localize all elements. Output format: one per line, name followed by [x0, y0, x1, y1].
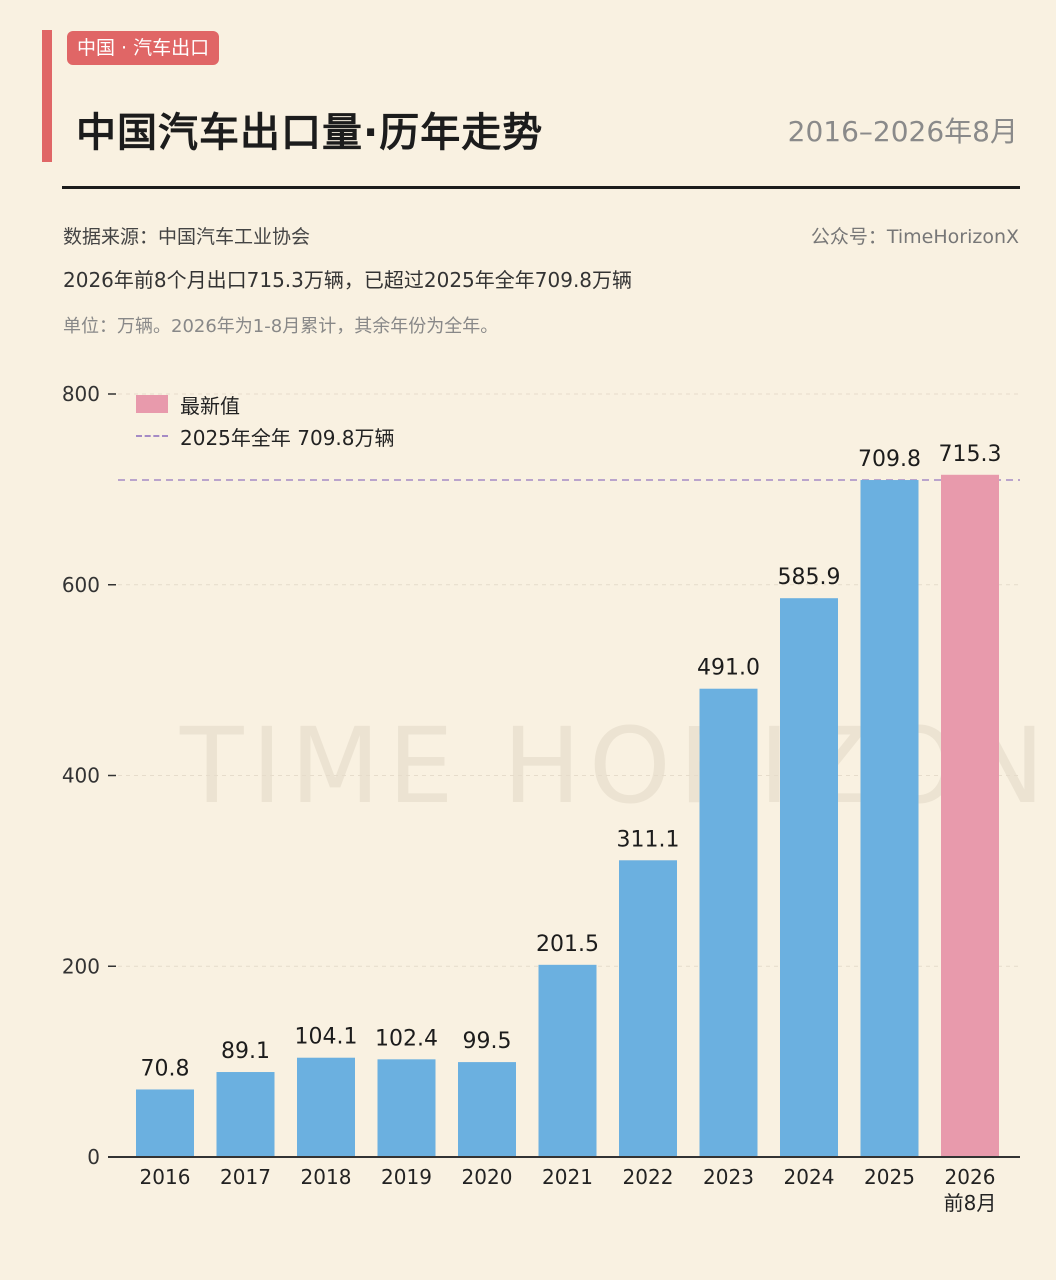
value-label: 585.9: [778, 565, 841, 590]
x-tick-label: 2019: [381, 1165, 432, 1189]
x-tick-label: 2018: [301, 1165, 352, 1189]
y-tick-label: 600: [62, 573, 100, 597]
x-tick-label: 2025: [864, 1165, 915, 1189]
bar: [538, 964, 597, 1157]
bar: [216, 1072, 275, 1157]
x-tick-label: 2017: [220, 1165, 271, 1189]
x-tick-label: 2020: [462, 1165, 513, 1189]
bar: [780, 598, 838, 1157]
title-accent-bar: [42, 30, 52, 162]
y-tick-label: 0: [87, 1145, 100, 1169]
bar: [458, 1062, 516, 1157]
value-label: 102.4: [375, 1026, 438, 1051]
value-label: 491.0: [697, 656, 760, 681]
bar: [860, 480, 919, 1157]
x-tick-label: 2022: [623, 1165, 674, 1189]
date-range: 2016–2026年8月: [787, 115, 1018, 148]
data-source: 数据来源：中国汽车工业协会: [63, 226, 311, 248]
value-label: 311.1: [617, 827, 680, 852]
unit-note: 单位：万辆。2026年为1-8月累计，其余年份为全年。: [63, 316, 499, 337]
y-tick-label: 800: [62, 382, 100, 406]
x-tick-label: 2024: [784, 1165, 835, 1189]
legend-label-latest: 最新值: [180, 393, 240, 418]
value-label: 709.8: [858, 447, 921, 472]
y-tick-label: 400: [62, 764, 100, 788]
bar: [136, 1089, 194, 1157]
legend-dash-reference: [136, 435, 168, 437]
x-tick-label: 2016: [140, 1165, 191, 1189]
value-label: 201.5: [536, 932, 599, 957]
account-credit: 公众号：TimeHorizonX: [810, 226, 1019, 248]
legend-item-reference: 2025年全年 709.8万辆: [136, 420, 395, 452]
y-tick-label: 200: [62, 954, 100, 978]
x-tick-label: 2026: [945, 1165, 996, 1189]
value-label: 104.1: [295, 1025, 358, 1050]
x-tick-label: 2023: [703, 1165, 754, 1189]
header-divider: [62, 186, 1020, 189]
value-label: 715.3: [939, 442, 1002, 467]
page-title: 中国汽车出口量·历年走势: [76, 110, 544, 156]
legend-swatch-latest: [136, 395, 168, 413]
chart-legend: 最新值 2025年全年 709.8万辆: [136, 388, 395, 452]
legend-item-latest: 最新值: [136, 388, 395, 420]
x-tick-label: 前8月: [944, 1191, 997, 1215]
bar: [699, 688, 758, 1157]
legend-label-reference: 2025年全年 709.8万辆: [180, 425, 395, 450]
highlight-text: 2026年前8个月出口715.3万辆，已超过2025年全年709.8万辆: [63, 268, 633, 292]
x-tick-label: 2021: [542, 1165, 593, 1189]
value-label: 99.5: [463, 1029, 512, 1054]
value-label: 70.8: [141, 1056, 190, 1081]
bar: [619, 860, 677, 1157]
bar-latest: [941, 474, 999, 1158]
bar: [377, 1059, 436, 1157]
bar: [297, 1057, 355, 1157]
category-tag: 中国 · 汽车出口: [67, 31, 220, 65]
value-label: 89.1: [221, 1039, 270, 1064]
